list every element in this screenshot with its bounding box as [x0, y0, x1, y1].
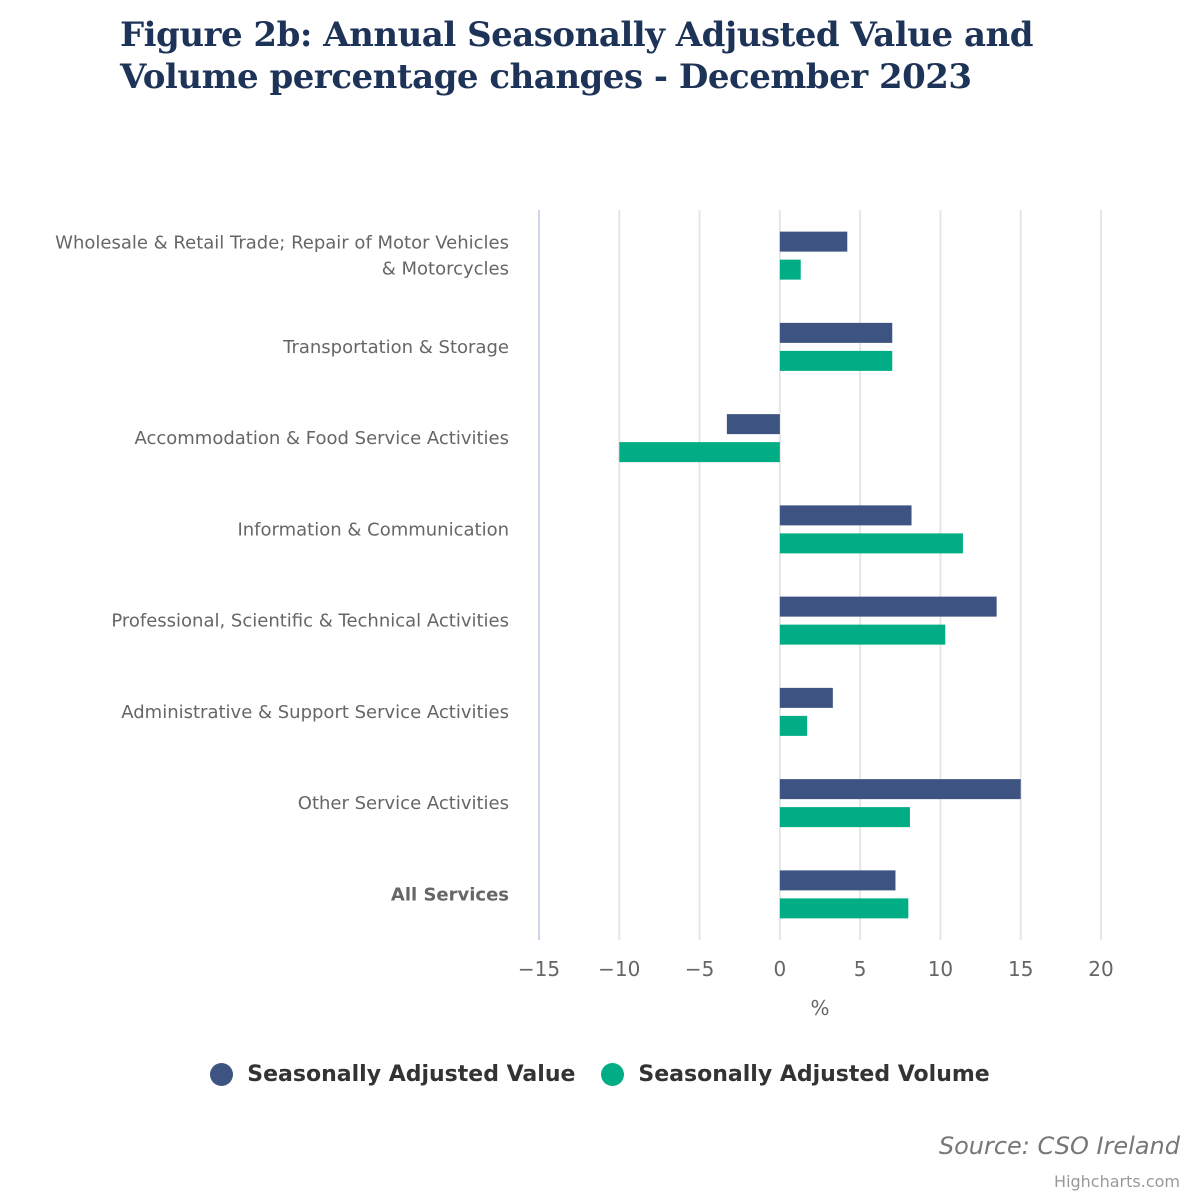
bar-value[interactable] [779, 505, 912, 526]
bars [619, 231, 1021, 919]
legend-marker-value [210, 1063, 234, 1086]
chart-title: Figure 2b: Annual Seasonally Adjusted Va… [120, 15, 1033, 97]
category-label: Administrative & Support Service Activit… [121, 702, 509, 723]
bar-value[interactable] [779, 870, 896, 891]
category-label: Wholesale & Retail Trade; Repair of Moto… [55, 233, 509, 280]
bar-value[interactable] [779, 596, 997, 617]
x-tick-label: −10 [598, 957, 640, 981]
bar-volume[interactable] [779, 350, 893, 371]
x-tick-label: 5 [854, 957, 867, 981]
x-tick-label: 10 [928, 957, 953, 981]
legend-marker-volume [601, 1063, 625, 1086]
category-label: Transportation & Storage [282, 337, 509, 358]
category-label: Professional, Scientific & Technical Act… [111, 611, 509, 632]
x-tick-label: 0 [773, 957, 786, 981]
x-tick-label: 15 [1008, 957, 1033, 981]
bar-volume[interactable] [779, 715, 808, 736]
bar-volume[interactable] [779, 898, 909, 919]
x-tick-label: 20 [1088, 957, 1113, 981]
bar-volume[interactable] [619, 442, 780, 463]
source-note: Source: CSO Ireland [938, 1132, 1180, 1160]
bar-volume[interactable] [779, 807, 910, 828]
category-label: Information & Communication [237, 519, 509, 540]
legend-item-volume[interactable]: Seasonally Adjusted Volume [601, 1062, 990, 1087]
x-tick-labels: −15 −10 −5 0 5 10 15 20 [518, 957, 1114, 981]
category-label: Accommodation & Food Service Activities [134, 428, 509, 449]
legend-label-volume: Seasonally Adjusted Volume [638, 1062, 990, 1087]
bar-volume[interactable] [779, 624, 946, 645]
legend: Seasonally Adjusted Value Seasonally Adj… [0, 1062, 1200, 1087]
category-label: Other Service Activities [298, 793, 509, 814]
legend-item-value[interactable]: Seasonally Adjusted Value [210, 1062, 575, 1087]
bar-volume[interactable] [779, 259, 801, 280]
bar-value[interactable] [726, 414, 780, 435]
bar-value[interactable] [779, 779, 1021, 800]
bar-value[interactable] [779, 687, 833, 708]
x-tick-label: −15 [518, 957, 560, 981]
bar-value[interactable] [779, 322, 893, 343]
category-label: All Services [391, 884, 509, 905]
bar-value[interactable] [779, 231, 848, 252]
gridlines [538, 210, 1102, 940]
x-tick-label: −5 [685, 957, 714, 981]
highcharts-credits-link[interactable]: Highcharts.com [1054, 1172, 1180, 1191]
x-axis-title: % [810, 996, 829, 1020]
bar-volume[interactable] [779, 533, 963, 554]
bar-chart: Wholesale & Retail Trade; Repair of Moto… [55, 210, 1114, 1020]
legend-label-value: Seasonally Adjusted Value [247, 1062, 576, 1087]
category-labels: Wholesale & Retail Trade; Repair of Moto… [55, 233, 509, 906]
